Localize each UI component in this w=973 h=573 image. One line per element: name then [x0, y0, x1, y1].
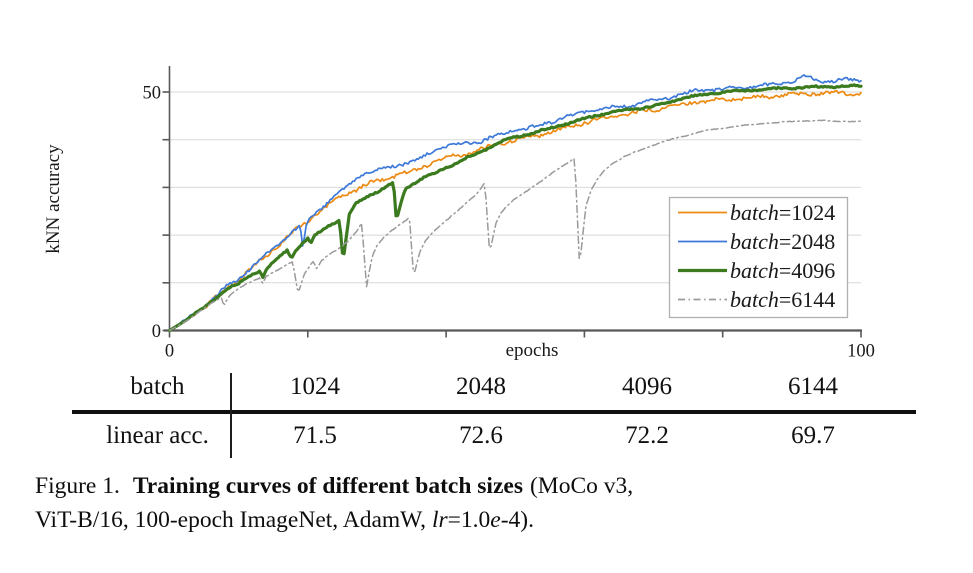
series-batch-2048	[168, 74, 862, 332]
caption-eq: =1.0	[447, 506, 491, 533]
caption-line-2: ViT-B/16, 100-epoch ImageNet, AdamW, lr=…	[35, 504, 970, 538]
table-linear-acc-2048: 72.6	[459, 422, 503, 449]
caption-lr-italic: lr	[431, 506, 448, 533]
legend-box	[668, 196, 849, 319]
table-batch-1024: 1024	[290, 373, 340, 400]
table-batch-6144: 6144	[788, 373, 838, 400]
caption-figure-label: Figure 1.	[35, 473, 120, 499]
series-batch-4096	[167, 83, 863, 333]
caption-line2-pre: ViT-B/16, 100-epoch ImageNet, AdamW,	[35, 506, 427, 533]
caption-line-1: Figure 1. Training curves of different ba…	[35, 470, 970, 504]
table-linear-acc-6144: 69.7	[791, 422, 835, 449]
caption-line1-rest: (MoCo v3,	[529, 473, 634, 499]
table-header-batch: batch	[130, 373, 185, 400]
legend-label-batch-4096: batch=4096	[730, 258, 835, 283]
table-batch-4096: 4096	[622, 373, 672, 400]
y-tick-label-50: 50	[143, 84, 162, 104]
table-horizontal-rule	[72, 410, 916, 414]
caption-bold-title: Training curves of different batch sizes	[132, 473, 523, 499]
table-vertical-divider	[230, 373, 232, 458]
table-linear-acc-1024: 71.5	[293, 422, 337, 449]
y-axis-label: kNN accuracy	[43, 144, 64, 254]
y-tick-label-0: 0	[152, 322, 161, 342]
table-batch-2048: 2048	[456, 373, 506, 400]
x-tick-label-0: 0	[165, 342, 174, 362]
x-tick-label-100: 100	[847, 342, 875, 362]
caption-tail: -4).	[500, 506, 534, 533]
figure-caption: Figure 1. Training curves of different ba…	[35, 470, 970, 537]
table-row-linear-acc: linear acc.	[106, 422, 209, 449]
series-batch-6144	[168, 119, 862, 332]
legend: batch=1024 batch=2048 batch=4096 batch=6144	[668, 196, 849, 319]
legend-label-batch-1024: batch=1024	[730, 200, 835, 225]
table-linear-acc-4096: 72.2	[625, 422, 669, 449]
caption-e-italic: e	[490, 506, 501, 533]
x-axis-label: epochs	[506, 340, 559, 361]
legend-label-batch-2048: batch=2048	[730, 229, 835, 254]
legend-label-batch-6144: batch=6144	[730, 287, 835, 312]
